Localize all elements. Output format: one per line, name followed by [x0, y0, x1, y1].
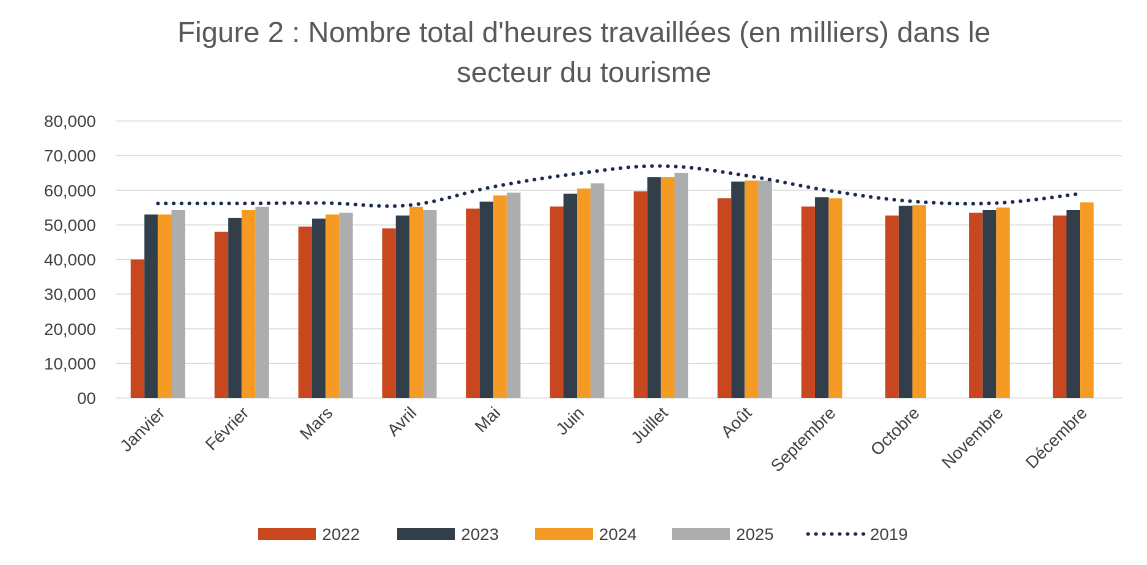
x-tick-label: Janvier	[117, 403, 169, 455]
bar-2023	[144, 214, 158, 398]
legend-swatch-2024	[535, 528, 593, 540]
y-tick-label: 00	[77, 389, 96, 408]
bar-2024	[744, 180, 759, 398]
bar-2024	[409, 206, 424, 398]
bar-2022	[214, 231, 229, 398]
y-tick-label: 30,000	[44, 285, 96, 304]
bar-2022	[382, 228, 396, 398]
bar-2024	[660, 177, 675, 398]
gridlines	[116, 120, 1122, 399]
legend-label-2023: 2023	[461, 525, 499, 544]
bar-2023	[479, 201, 494, 398]
bar-2024	[828, 198, 843, 398]
bar-2022	[298, 226, 312, 398]
bar-2022	[717, 198, 732, 398]
bar-2022	[633, 191, 648, 398]
bar-2025	[674, 172, 689, 398]
bar-2023	[814, 197, 829, 398]
bar-2024	[1080, 202, 1094, 398]
y-tick-label: 20,000	[44, 320, 96, 339]
bar-2023	[731, 181, 745, 398]
x-tick-label: Avril	[384, 403, 421, 440]
legend-swatch-2025	[672, 528, 730, 540]
x-tick-label: Juin	[552, 403, 587, 438]
bar-2025	[506, 192, 521, 398]
bar-2023	[228, 217, 242, 398]
legend-label-2019: 2019	[870, 525, 908, 544]
y-tick-label: 10,000	[44, 354, 96, 373]
bar-2022	[130, 259, 145, 398]
legend-label-2022: 2022	[322, 525, 360, 544]
bar-2022	[801, 206, 815, 398]
bar-2023	[982, 209, 997, 398]
legend-label-2024: 2024	[599, 525, 637, 544]
x-tick-label: Septembre	[767, 403, 839, 475]
bar-2025	[255, 206, 269, 398]
bar-2024	[577, 188, 591, 398]
chart-title-line-2: secteur du tourisme	[457, 57, 712, 89]
y-tick-label: 70,000	[44, 147, 96, 166]
bar-2024	[493, 195, 507, 398]
bar-2022	[885, 215, 899, 398]
x-axis-ticks: Janvier Février Mars Avril Mai Juin Juillet Aoû…	[117, 403, 1091, 475]
bar-2024	[325, 214, 340, 398]
bar-2025	[590, 183, 605, 398]
x-tick-label: Août	[717, 403, 755, 441]
bar-2023	[563, 193, 578, 398]
legend-swatch-2022	[258, 528, 316, 540]
x-tick-label: Octobre	[867, 403, 923, 459]
bar-2022	[1052, 215, 1067, 398]
x-tick-label: Mai	[471, 403, 504, 436]
legend-swatch-2023	[397, 528, 455, 540]
bar-2023	[311, 218, 326, 398]
chart-title: Figure 2 : Nombre total d'heures travail…	[177, 17, 990, 89]
bar-2025	[423, 209, 437, 398]
bar-2025	[758, 180, 772, 398]
bar-2022	[969, 212, 983, 398]
bar-2023	[395, 215, 410, 398]
x-tick-label: Décembre	[1022, 403, 1091, 472]
y-tick-label: 40,000	[44, 251, 96, 270]
bar-2022	[466, 208, 480, 398]
bar-2024	[157, 214, 172, 398]
y-tick-label: 50,000	[44, 216, 96, 235]
bars	[130, 172, 1094, 398]
x-tick-label: Février	[202, 403, 253, 454]
chart-title-line-1: Figure 2 : Nombre total d'heures travail…	[177, 17, 990, 49]
legend-label-2025: 2025	[736, 525, 774, 544]
line-2019	[156, 164, 1082, 208]
legend: 2022 2023 2024 2025 2019	[258, 525, 908, 544]
bar-2025	[339, 212, 353, 398]
bar-2023	[898, 205, 913, 398]
y-axis-ticks: 00 10,000 20,000 30,000 40,000 50,000 60,000 70…	[44, 112, 96, 408]
bar-2022	[549, 206, 564, 398]
line-series	[156, 164, 1082, 208]
x-tick-label: Mars	[296, 403, 336, 443]
y-tick-label: 80,000	[44, 112, 96, 131]
bar-2023	[1066, 209, 1081, 398]
bar-2024	[241, 209, 256, 398]
bar-2024	[996, 207, 1010, 398]
x-tick-label: Novembre	[938, 403, 1007, 472]
y-tick-label: 60,000	[44, 181, 96, 200]
bar-2023	[647, 177, 661, 398]
bar-2025	[171, 209, 186, 398]
bar-2024	[912, 205, 927, 398]
x-tick-label: Juillet	[628, 403, 672, 447]
